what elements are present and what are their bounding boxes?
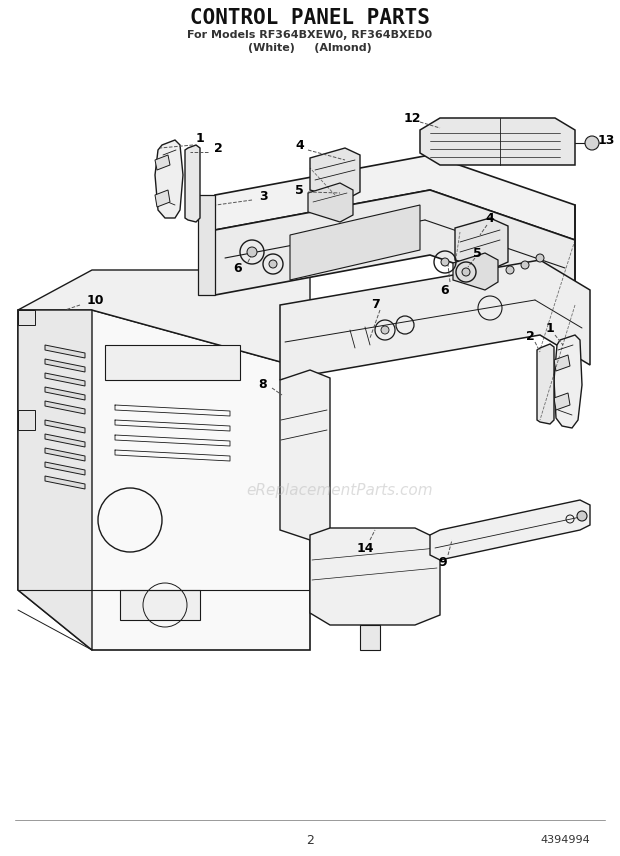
Text: CONTROL PANEL PARTS: CONTROL PANEL PARTS [190, 8, 430, 28]
Polygon shape [430, 500, 590, 560]
Text: 8: 8 [259, 377, 267, 390]
Polygon shape [185, 145, 200, 222]
Polygon shape [280, 260, 590, 380]
Text: 6: 6 [234, 261, 242, 275]
Polygon shape [45, 345, 85, 358]
Text: 1: 1 [546, 322, 554, 335]
Text: 10: 10 [86, 294, 104, 306]
Text: 5: 5 [294, 183, 303, 197]
Polygon shape [45, 401, 85, 414]
Polygon shape [45, 420, 85, 433]
Polygon shape [554, 355, 570, 371]
Text: 2: 2 [526, 330, 534, 342]
Polygon shape [308, 183, 353, 222]
Polygon shape [18, 270, 310, 370]
Circle shape [577, 511, 587, 521]
Polygon shape [215, 155, 575, 240]
Polygon shape [18, 310, 92, 650]
Polygon shape [310, 528, 440, 625]
Circle shape [462, 268, 470, 276]
Polygon shape [453, 253, 498, 290]
Text: (White)     (Almond): (White) (Almond) [248, 43, 372, 53]
Polygon shape [18, 410, 35, 430]
Circle shape [521, 261, 529, 269]
Polygon shape [420, 118, 575, 165]
Text: 14: 14 [356, 542, 374, 555]
Polygon shape [45, 373, 85, 386]
Polygon shape [198, 195, 215, 295]
Polygon shape [280, 370, 330, 540]
Polygon shape [18, 310, 35, 325]
Polygon shape [310, 148, 360, 200]
Text: For Models RF364BXEW0, RF364BXED0: For Models RF364BXEW0, RF364BXED0 [187, 30, 433, 40]
Circle shape [536, 254, 544, 262]
Polygon shape [105, 345, 240, 380]
Circle shape [585, 136, 599, 150]
Polygon shape [455, 218, 508, 270]
Circle shape [441, 258, 449, 266]
Polygon shape [45, 448, 85, 461]
Text: 6: 6 [441, 283, 450, 296]
Text: 1: 1 [196, 132, 205, 145]
Circle shape [381, 326, 389, 334]
Polygon shape [120, 590, 200, 620]
Polygon shape [45, 359, 85, 372]
Polygon shape [360, 625, 380, 650]
Polygon shape [554, 335, 582, 428]
Text: 4394994: 4394994 [540, 835, 590, 845]
Text: 5: 5 [472, 247, 481, 259]
Polygon shape [45, 387, 85, 400]
Polygon shape [155, 190, 170, 207]
Text: 2: 2 [214, 141, 223, 154]
Polygon shape [554, 393, 570, 410]
Text: eReplacementParts.com: eReplacementParts.com [247, 483, 433, 497]
Text: 4: 4 [485, 211, 494, 224]
Polygon shape [537, 344, 554, 424]
Polygon shape [18, 310, 310, 650]
Circle shape [506, 266, 514, 274]
Text: 4: 4 [296, 139, 304, 152]
Text: 7: 7 [371, 299, 381, 312]
Text: 2: 2 [306, 834, 314, 847]
Circle shape [247, 247, 257, 257]
Text: 3: 3 [259, 189, 267, 203]
Polygon shape [45, 476, 85, 489]
Polygon shape [155, 140, 183, 218]
Text: 12: 12 [403, 111, 421, 124]
Polygon shape [45, 462, 85, 475]
Text: 13: 13 [597, 134, 614, 146]
Text: 9: 9 [439, 556, 447, 568]
Circle shape [269, 260, 277, 268]
Polygon shape [155, 155, 170, 170]
Polygon shape [290, 205, 420, 280]
Polygon shape [215, 190, 575, 305]
Polygon shape [45, 434, 85, 447]
